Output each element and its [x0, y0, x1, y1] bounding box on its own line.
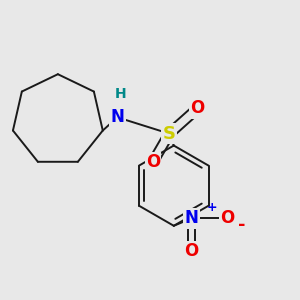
Text: -: - [238, 216, 246, 234]
Text: O: O [184, 242, 199, 260]
Text: S: S [163, 125, 176, 143]
Text: O: O [146, 153, 160, 171]
Text: +: + [207, 202, 218, 214]
Text: N: N [110, 108, 124, 126]
Text: H: H [115, 86, 126, 100]
Text: O: O [220, 209, 234, 227]
Text: O: O [190, 99, 205, 117]
Text: N: N [185, 209, 199, 227]
